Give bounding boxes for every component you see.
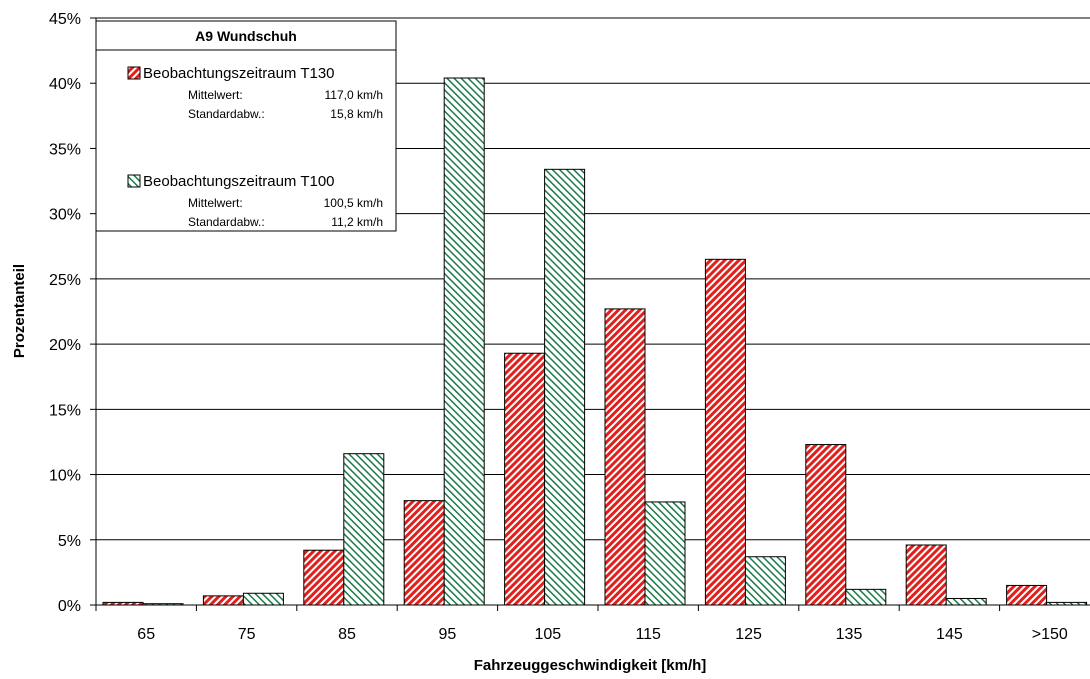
legend-title: A9 Wundschuh (195, 28, 297, 44)
bar-series-1 (905, 544, 947, 606)
y-tick-label: 5% (58, 533, 81, 550)
bar-series-1 (704, 258, 746, 606)
legend-stat-value: 11,2 km/h (331, 215, 383, 229)
bar-series-2 (945, 597, 987, 606)
legend-swatch (127, 174, 141, 188)
x-tick-label: 85 (338, 626, 356, 643)
x-tick-label: 145 (936, 626, 963, 643)
y-tick-label: 35% (49, 141, 81, 158)
y-tick-label: 45% (49, 11, 81, 28)
y-tick-label: 0% (58, 598, 81, 615)
bars (102, 77, 1088, 606)
axes: 0% 5% 10% 15% 20% 25% 30% 35% 40% 45% 65 75 85 95 105 1… (49, 11, 1090, 643)
x-tick-label: 95 (439, 626, 457, 643)
bar-series-2 (343, 453, 385, 606)
y-tick-label: 20% (49, 337, 81, 354)
bar-series-2 (845, 588, 887, 606)
legend: A9 Wundschuh Beobachtungszeitraum T130 Mi… (95, 20, 397, 232)
x-axis-title: Fahrzeuggeschwindigkeit [km/h] (474, 657, 707, 674)
x-tick-label: 75 (238, 626, 256, 643)
bar-series-2 (242, 592, 284, 606)
bar-series-1 (303, 549, 345, 606)
legend-stat-label: Mittelwert: (188, 88, 243, 102)
bar-series-1 (604, 308, 646, 606)
bar-series-2 (744, 556, 786, 606)
legend-stat-value: 100,5 km/h (324, 196, 383, 210)
legend-stat-label: Standardabw.: (188, 107, 265, 121)
bar-series-2 (544, 168, 586, 606)
legend-series-label: Beobachtungszeitraum T130 (143, 65, 335, 82)
y-tick-label: 40% (49, 76, 81, 93)
y-tick-label: 15% (49, 402, 81, 419)
bar-series-1 (1006, 584, 1048, 606)
legend-swatch (127, 66, 141, 80)
bar-series-2 (443, 77, 485, 606)
legend-title-box (95, 20, 397, 51)
legend-stat-value: 117,0 km/h (325, 88, 383, 102)
y-tick-label: 10% (49, 468, 81, 485)
y-tick-label: 30% (49, 207, 81, 224)
bar-series-2 (644, 501, 686, 606)
legend-series-label: Beobachtungszeitraum T100 (143, 173, 335, 190)
y-axis-title: Prozentanteil (11, 264, 28, 358)
x-tick-label: >150 (1032, 626, 1068, 643)
bar-series-1 (403, 500, 445, 606)
legend-stat-label: Mittelwert: (188, 196, 243, 210)
y-tick-label: 25% (49, 272, 81, 289)
bar-series-1 (202, 595, 244, 606)
legend-stat-value: 15,8 km/h (330, 107, 383, 121)
x-tick-label: 65 (137, 626, 155, 643)
bar-series-1 (805, 444, 847, 606)
legend-stat-label: Standardabw.: (188, 215, 265, 229)
x-tick-label: 125 (735, 626, 762, 643)
x-tick-label: 135 (836, 626, 863, 643)
bar-series-1 (504, 352, 546, 606)
legend-box (95, 49, 397, 232)
x-tick-label: 105 (534, 626, 561, 643)
x-tick-label: 115 (635, 626, 661, 643)
